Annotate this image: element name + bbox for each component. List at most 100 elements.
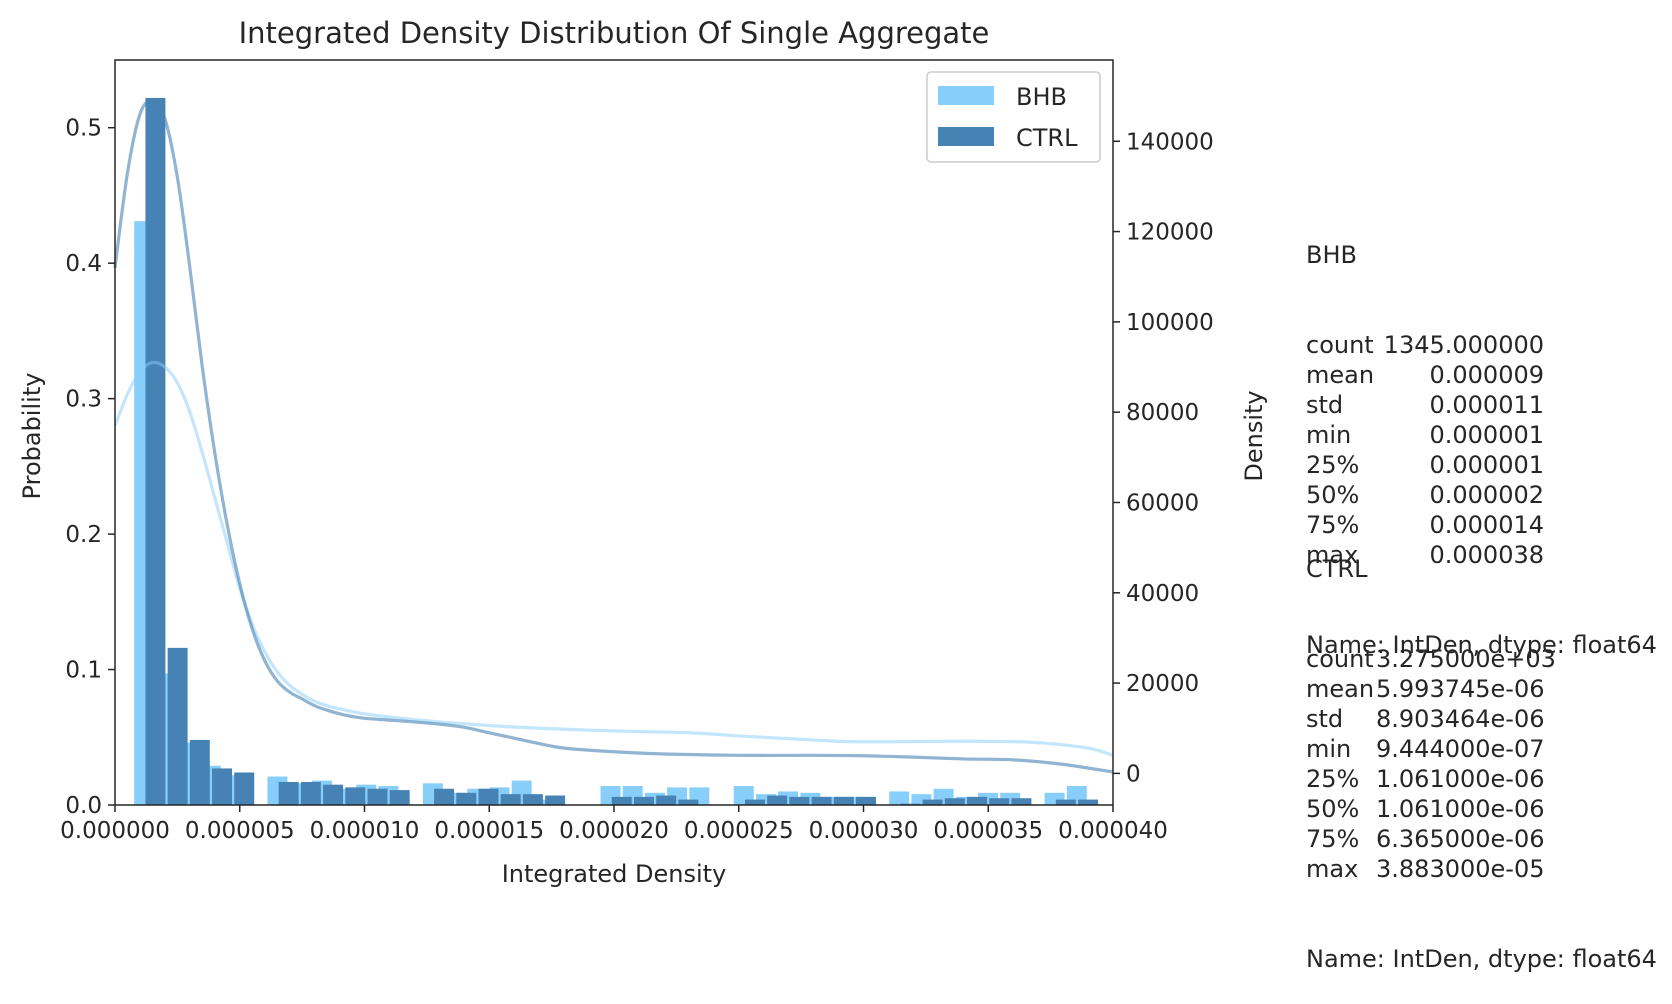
y-tick-label: 0.3 xyxy=(65,387,102,413)
stats-key: 75% xyxy=(1306,825,1360,853)
bar-ctrl xyxy=(922,799,943,805)
x-axis-label: Integrated Density xyxy=(502,860,727,888)
y-right-tick-label: 60000 xyxy=(1126,490,1199,516)
histogram-chart: Integrated Density Distribution Of Singl… xyxy=(18,16,1268,888)
kde-line-ctrl xyxy=(113,98,1114,774)
stats-row-ctrl: 50% 1.061000e-06 xyxy=(1306,794,1657,824)
y-tick-label: 0.5 xyxy=(65,116,102,142)
y-axis-right: 0 20000 40000 60000 80000 100000 120000 140000 xyxy=(1113,129,1214,787)
stats-panel-ctrl: CTRL count 3.275000e+03 mean 5.993745e-06 st… xyxy=(1306,494,1657,1004)
bar-ctrl xyxy=(611,796,632,805)
stats-value: 1.061000e-06 xyxy=(1376,795,1545,823)
stats-key: max xyxy=(1306,541,1359,569)
y-right-tick-label: 140000 xyxy=(1126,129,1214,155)
stats-value: 0.000001 xyxy=(1429,421,1544,449)
y-right-tick-label: 100000 xyxy=(1126,310,1214,336)
stats-row-bhb: count 1345.000000 xyxy=(1306,330,1657,360)
bar-bhb xyxy=(755,794,776,805)
bar-ctrl xyxy=(633,796,654,805)
stats-key: max xyxy=(1306,855,1359,883)
bar-ctrl xyxy=(234,772,255,805)
x-tick-label: 0.000015 xyxy=(434,818,544,844)
bar-ctrl xyxy=(789,796,810,805)
x-tick-label: 0.000000 xyxy=(60,818,170,844)
stats-key: min xyxy=(1306,735,1352,763)
y-axis-left: 0.0 0.1 0.2 0.3 0.4 0.5 xyxy=(65,116,115,819)
stats-key: 25% xyxy=(1306,765,1360,793)
x-tick-label: 0.000030 xyxy=(809,818,919,844)
bar-ctrl xyxy=(856,796,876,805)
bar-bhb xyxy=(955,796,976,805)
stats-row-bhb: std 0.000011 xyxy=(1306,390,1657,420)
stats-row-bhb: mean 0.000009 xyxy=(1306,360,1657,390)
stats-value: 9.444000e-07 xyxy=(1376,735,1545,763)
bar-bhb xyxy=(889,791,910,805)
stats-key: 50% xyxy=(1306,795,1360,823)
bar-ctrl xyxy=(189,739,210,805)
bar-ctrl xyxy=(767,795,788,805)
stats-row-bhb: 50% 0.000002 xyxy=(1306,480,1657,510)
bar-ctrl xyxy=(744,799,765,805)
bar-ctrl xyxy=(278,781,299,805)
stats-value: 0.000038 xyxy=(1429,541,1544,569)
stats-row-ctrl: 25% 1.061000e-06 xyxy=(1306,764,1657,794)
stats-row-bhb: 25% 0.000001 xyxy=(1306,450,1657,480)
stats-key: min xyxy=(1306,421,1352,449)
legend-label-ctrl: CTRL xyxy=(1016,124,1078,152)
stats-panel-bhb: BHB count 1345.000000 mean 0.000009 std 0.000… xyxy=(1306,180,1657,690)
x-tick-label: 0.000040 xyxy=(1058,818,1168,844)
bar-bhb xyxy=(911,794,932,805)
stats-value: 0.000014 xyxy=(1429,511,1544,539)
stats-value: 8.903464e-06 xyxy=(1376,705,1545,733)
stats-row-bhb: 75% 0.000014 xyxy=(1306,510,1657,540)
bar-bhb xyxy=(822,796,843,805)
stats-key: 75% xyxy=(1306,511,1360,539)
stats-key: mean xyxy=(1306,361,1375,389)
bar-ctrl xyxy=(967,796,987,805)
stats-row-ctrl: 75% 6.365000e-06 xyxy=(1306,824,1657,854)
stats-value: 1.061000e-06 xyxy=(1376,765,1545,793)
stats-row-ctrl: std 8.903464e-06 xyxy=(1306,704,1657,734)
stats-value: 1345.000000 xyxy=(1383,331,1544,359)
y-axis-right-label: Density xyxy=(1240,390,1268,481)
bar-ctrl xyxy=(545,795,566,805)
bars-layer xyxy=(134,97,1099,806)
x-tick-label: 0.000025 xyxy=(684,818,794,844)
bar-ctrl xyxy=(434,788,455,805)
stats-value: 0.000001 xyxy=(1429,451,1544,479)
bar-bhb xyxy=(533,799,554,805)
stats-title-ctrl: CTRL xyxy=(1306,555,1368,583)
y-tick-label: 0.1 xyxy=(65,658,102,684)
legend-swatch-bhb xyxy=(938,86,994,105)
stats-value: 0.000002 xyxy=(1429,481,1544,509)
plot-frame xyxy=(114,59,1114,806)
y-right-tick-label: 0 xyxy=(1126,761,1141,787)
bar-ctrl xyxy=(300,781,321,805)
bar-ctrl xyxy=(522,794,543,805)
legend: BHB CTRL xyxy=(926,71,1101,163)
bar-ctrl xyxy=(678,799,699,805)
stats-row-ctrl: count 3.275000e+03 xyxy=(1306,644,1657,674)
stats-key: mean xyxy=(1306,675,1375,703)
x-axis: 0.000000 0.000005 0.000010 0.000015 0.000020… xyxy=(60,805,1168,844)
stats-value: 3.883000e-05 xyxy=(1376,855,1545,883)
x-tick-label: 0.000010 xyxy=(310,818,420,844)
bar-ctrl xyxy=(167,647,188,805)
bar-ctrl xyxy=(145,97,166,806)
stats-title-bhb: BHB xyxy=(1306,241,1357,269)
y-tick-label: 0.2 xyxy=(65,522,102,548)
stats-key: count xyxy=(1306,645,1374,673)
stats-row-bhb: max 0.000038 xyxy=(1306,540,1657,570)
bar-ctrl xyxy=(989,798,1010,805)
bar-ctrl xyxy=(345,787,366,805)
stats-key: 25% xyxy=(1306,451,1360,479)
bar-ctrl xyxy=(1055,799,1076,805)
y-right-tick-label: 120000 xyxy=(1126,220,1214,246)
chart-title: Integrated Density Distribution Of Singl… xyxy=(239,16,990,50)
y-tick-label: 0.4 xyxy=(65,251,102,277)
stats-key: 50% xyxy=(1306,481,1360,509)
stats-value: 3.275000e+03 xyxy=(1376,645,1556,673)
x-tick-label: 0.000005 xyxy=(185,818,295,844)
bar-ctrl xyxy=(656,795,677,805)
bar-bhb xyxy=(844,796,865,805)
